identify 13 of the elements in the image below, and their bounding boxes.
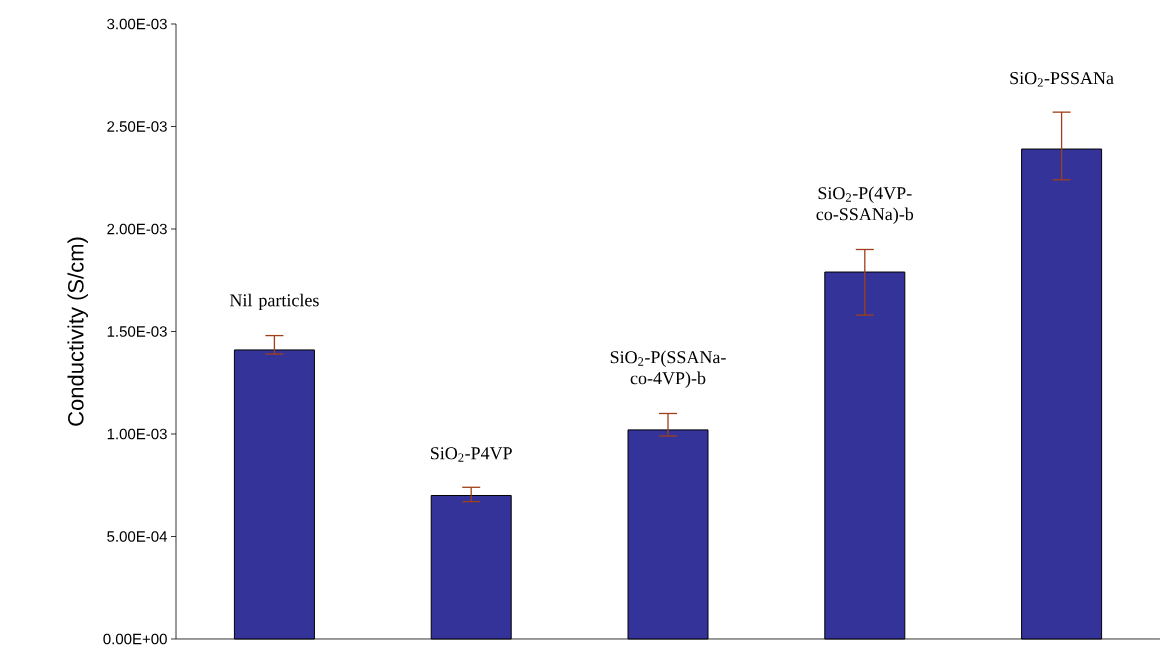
y-tick-label: 2.50E-03	[107, 121, 167, 132]
y-tick-label: 0.00E+00	[103, 633, 167, 645]
x-tick-label: SiO$_{2}$-PSSANa	[1010, 72, 1114, 87]
y-tick-label: 2.00E-03	[107, 223, 167, 235]
y-tick-label: 1.00E-03	[107, 428, 167, 440]
x-tick-label: SiO$_{2}$-P(4VP-co-SSANa)-b	[816, 186, 914, 225]
x-tick-label: SiO$_{2}$-P(SSANa-co-4VP)-b	[610, 350, 726, 389]
x-tick-label: SiO$_{2}$-P4VP	[431, 447, 512, 462]
y-tick-label: 1.50E-03	[107, 326, 167, 337]
x-tick-label: Nil particles	[229, 293, 319, 311]
y-tick-label: 5.00E-04	[107, 531, 168, 542]
y-axis-title: Conductivity (S/cm)	[67, 237, 88, 426]
y-tick-label: 3.00E-03	[107, 18, 167, 30]
